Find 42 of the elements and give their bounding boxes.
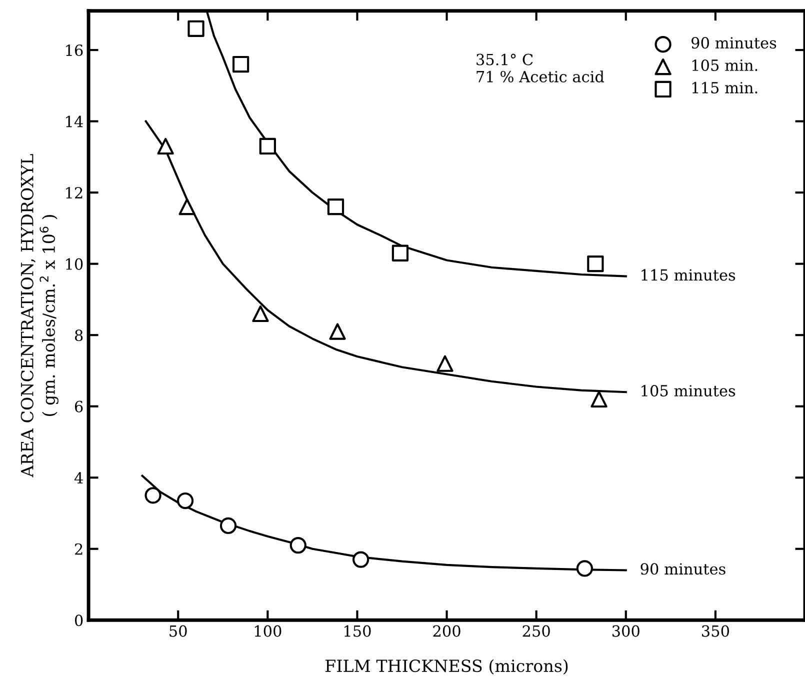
y-tick-label: 0 bbox=[74, 614, 83, 626]
y-tick-label: 4 bbox=[74, 472, 83, 484]
point bbox=[327, 198, 344, 216]
point bbox=[220, 517, 237, 534]
annotation: 35.1° C 71 % Acetic acid bbox=[476, 54, 604, 82]
x-tick-label: 300 bbox=[612, 625, 640, 637]
x-axis-title: FILM THICKNESS (microns) bbox=[326, 659, 568, 674]
y-tick-label: 10 bbox=[66, 258, 83, 270]
point bbox=[590, 390, 608, 408]
point bbox=[392, 244, 409, 262]
point bbox=[252, 305, 269, 322]
point bbox=[259, 138, 276, 155]
y-axis-title: AREA CONCENTRATION, HYDROXYL ( gm. moles/cm.$^{2}$ x 10$^{6}$ ) bbox=[20, 154, 58, 478]
x-tick-label: 350 bbox=[702, 625, 730, 637]
point bbox=[144, 487, 162, 504]
series-label: 105 minutes bbox=[642, 384, 736, 397]
series-label: 90 minutes bbox=[640, 563, 726, 575]
point bbox=[352, 551, 370, 568]
x-tick-label: 100 bbox=[254, 625, 282, 637]
point bbox=[576, 560, 594, 577]
point bbox=[587, 255, 604, 272]
legend-label: 90 minutes bbox=[692, 37, 776, 49]
x-tick-label: 150 bbox=[344, 625, 371, 637]
x-tick-label: 200 bbox=[433, 625, 460, 637]
point bbox=[188, 20, 204, 37]
legend-label: 115 min. bbox=[692, 82, 758, 94]
point bbox=[157, 138, 174, 155]
point bbox=[436, 355, 454, 372]
y-tick-label: 8 bbox=[74, 330, 83, 342]
point bbox=[176, 492, 194, 510]
legend-label: 105 min. bbox=[692, 59, 758, 72]
point bbox=[329, 323, 346, 340]
x-tick-label: 50 bbox=[170, 625, 187, 637]
y-tick-label: 2 bbox=[75, 543, 82, 555]
y-tick-label: 14 bbox=[66, 116, 83, 128]
series-label: 115 minutes bbox=[642, 269, 736, 281]
y-tick-label: 6 bbox=[74, 400, 83, 412]
y-tick-label: 16 bbox=[66, 44, 83, 56]
x-tick-label: 250 bbox=[522, 625, 550, 637]
point bbox=[290, 536, 306, 554]
y-tick-label: 12 bbox=[66, 187, 82, 198]
point bbox=[232, 56, 250, 73]
